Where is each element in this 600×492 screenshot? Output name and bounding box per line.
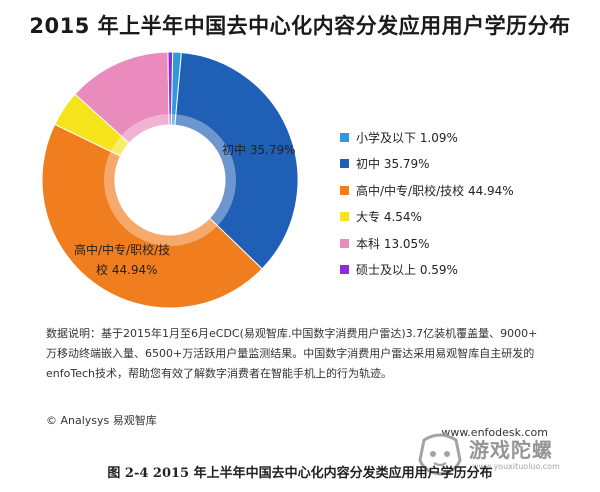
chart-legend: 小学及以下 1.09% 初中 35.79% 高中/中专/职校/技校 44.94%… [340,124,514,283]
data-note-line: enfoTech技术，帮助您有效了解数字消费者在智能手机上的行为轨迹。 [46,367,392,380]
copyright-text: © Analysys 易观智库 [46,414,157,427]
data-note-line: 数据说明：基于2015年1月至6月eCDC(易观智库.中国数字消费用户雷达)3.… [46,327,538,340]
legend-label: 小学及以下 1.09% [356,130,458,145]
legend-label: 大专 4.54% [356,210,422,225]
watermark-logo-icon [418,433,462,476]
legend-label: 初中 35.79% [356,157,430,172]
legend-swatch [340,238,349,248]
chart-title: 2015 年上半年中国去中心化内容分发应用用户学历分布 [29,14,571,38]
watermark: 游戏陀螺 www.youxituoluo.com [412,428,592,478]
donut-hole [115,125,225,235]
data-note-line: 万移动终端嵌入量、6500+万活跃用户量监测结果。中国数字消费用户雷达采用易观智… [46,347,535,360]
legend-item-senior: 高中/中专/职校/技校 44.94% [340,177,514,204]
legend-label: 本科 13.05% [356,236,430,251]
slice-label-senior-line2: 校 44.94% [96,262,158,277]
legend-swatch [340,265,349,275]
chart-card: 2015 年上半年中国去中心化内容分发应用用户学历分布 初中 35.79% 高中… [29,14,576,439]
legend-item-master: 硕士及以上 0.59% [340,257,514,284]
legend-swatch [340,159,349,169]
legend-item-junior: 初中 35.79% [340,151,514,178]
legend-item-bachelor: 本科 13.05% [340,230,514,257]
legend-label: 高中/中专/职校/技校 44.94% [356,183,514,198]
legend-item-primary: 小学及以下 1.09% [340,124,514,151]
legend-item-college: 大专 4.54% [340,204,514,231]
legend-label: 硕士及以上 0.59% [356,263,458,278]
slice-label-junior: 初中 35.79% [222,142,296,157]
donut-chart: 初中 35.79% 高中/中专/职校/技 校 44.94% [41,51,299,309]
slice-label-senior-line1: 高中/中专/职校/技 [74,242,170,257]
legend-swatch [340,212,349,222]
watermark-text: 游戏陀螺 [469,438,553,462]
legend-swatch [340,185,349,195]
source-url: www.enfodesk.com [441,426,548,439]
watermark-url: www.youxituoluo.com [472,462,560,471]
data-note: 数据说明：基于2015年1月至6月eCDC(易观智库.中国数字消费用户雷达)3.… [46,324,576,384]
figure-caption: 图 2-4 2015 年上半年中国去中心化内容分发类应用用户学历分布 [107,466,493,481]
legend-swatch [340,132,349,142]
